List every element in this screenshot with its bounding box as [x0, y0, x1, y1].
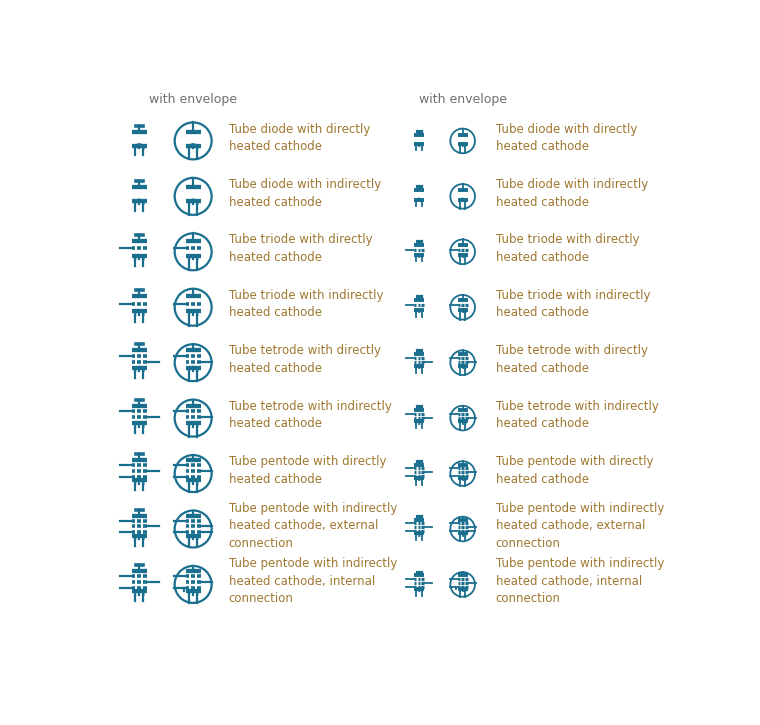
- Text: Tube pentode with directly
heated cathode: Tube pentode with directly heated cathod…: [229, 455, 386, 486]
- Text: Tube triode with indirectly
heated cathode: Tube triode with indirectly heated catho…: [229, 289, 383, 320]
- Text: Tube tetrode with directly
heated cathode: Tube tetrode with directly heated cathod…: [496, 344, 648, 375]
- Text: Tube pentode with indirectly
heated cathode, external
connection: Tube pentode with indirectly heated cath…: [496, 502, 664, 550]
- Text: Tube pentode with indirectly
heated cathode, external
connection: Tube pentode with indirectly heated cath…: [229, 502, 397, 550]
- Text: with envelope: with envelope: [419, 94, 507, 107]
- Text: Tube diode with indirectly
heated cathode: Tube diode with indirectly heated cathod…: [496, 178, 648, 209]
- Text: Tube diode with directly
heated cathode: Tube diode with directly heated cathode: [496, 123, 637, 153]
- Text: Tube triode with indirectly
heated cathode: Tube triode with indirectly heated catho…: [496, 289, 651, 320]
- Text: Tube tetrode with indirectly
heated cathode: Tube tetrode with indirectly heated cath…: [496, 399, 659, 430]
- Text: Tube diode with directly
heated cathode: Tube diode with directly heated cathode: [229, 123, 370, 153]
- Text: with envelope: with envelope: [149, 94, 237, 107]
- Text: Tube pentode with directly
heated cathode: Tube pentode with directly heated cathod…: [496, 455, 654, 486]
- Text: Tube triode with directly
heated cathode: Tube triode with directly heated cathode: [496, 233, 639, 264]
- Text: Tube pentode with indirectly
heated cathode, internal
connection: Tube pentode with indirectly heated cath…: [496, 558, 664, 605]
- Text: Tube tetrode with directly
heated cathode: Tube tetrode with directly heated cathod…: [229, 344, 381, 375]
- Text: Tube pentode with indirectly
heated cathode, internal
connection: Tube pentode with indirectly heated cath…: [229, 558, 397, 605]
- Text: Tube tetrode with indirectly
heated cathode: Tube tetrode with indirectly heated cath…: [229, 399, 391, 430]
- Text: Tube triode with directly
heated cathode: Tube triode with directly heated cathode: [229, 233, 372, 264]
- Text: Tube diode with indirectly
heated cathode: Tube diode with indirectly heated cathod…: [229, 178, 381, 209]
